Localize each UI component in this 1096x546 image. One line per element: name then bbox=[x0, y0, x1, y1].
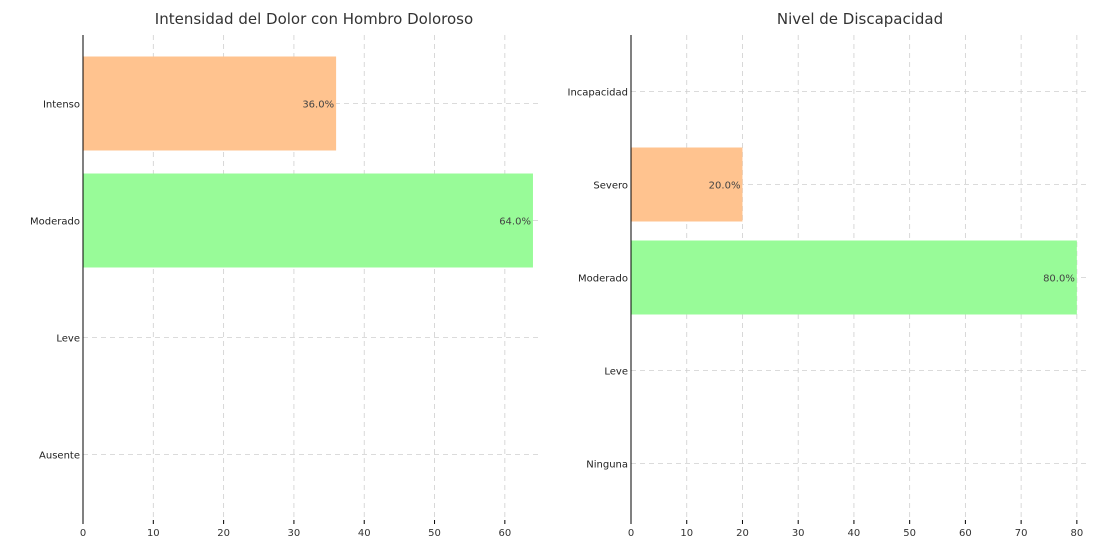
bar-moderado bbox=[631, 240, 1077, 315]
x-tick-label: 0 bbox=[80, 528, 86, 539]
bar-moderado bbox=[83, 173, 533, 268]
x-tick-label: 30 bbox=[792, 528, 805, 539]
x-tick-label: 20 bbox=[217, 528, 230, 539]
x-tick-label: 10 bbox=[147, 528, 160, 539]
x-tick-label: 0 bbox=[628, 528, 634, 539]
category-label: Moderado bbox=[578, 274, 628, 285]
x-tick-label: 60 bbox=[959, 528, 972, 539]
data-label: 36.0% bbox=[302, 100, 334, 111]
category-label: Moderado bbox=[30, 217, 80, 228]
x-tick-label: 50 bbox=[903, 528, 916, 539]
x-tick-label: 20 bbox=[736, 528, 749, 539]
x-tick-label: 60 bbox=[498, 528, 511, 539]
x-tick-label: 40 bbox=[358, 528, 371, 539]
x-tick-label: 50 bbox=[428, 528, 441, 539]
x-tick-label: 10 bbox=[680, 528, 693, 539]
category-label: Incapacidad bbox=[568, 88, 629, 99]
x-tick-label: 30 bbox=[288, 528, 301, 539]
data-label: 20.0% bbox=[709, 181, 741, 192]
chart-title: Nivel de Discapacidad bbox=[777, 10, 943, 28]
x-tick-label: 40 bbox=[848, 528, 861, 539]
data-label: 80.0% bbox=[1043, 274, 1075, 285]
x-tick-label: 70 bbox=[1015, 528, 1028, 539]
chart-disability-level: Nivel de Discapacidad Incapacidad 20.0% Se… bbox=[568, 10, 1088, 539]
category-label: Intenso bbox=[43, 100, 80, 111]
bar-intenso bbox=[83, 56, 337, 151]
data-label: 64.0% bbox=[499, 217, 531, 228]
category-label: Severo bbox=[593, 181, 628, 192]
category-label: Leve bbox=[604, 367, 628, 378]
chart-title: Intensidad del Dolor con Hombro Doloroso bbox=[155, 10, 473, 28]
chart-pain-intensity: Intensidad del Dolor con Hombro Doloroso… bbox=[30, 10, 540, 539]
category-label: Ausente bbox=[39, 451, 80, 462]
category-label: Leve bbox=[56, 334, 80, 345]
x-tick-label: 80 bbox=[1070, 528, 1083, 539]
category-label: Ninguna bbox=[586, 460, 628, 471]
bar-severo bbox=[631, 147, 743, 222]
